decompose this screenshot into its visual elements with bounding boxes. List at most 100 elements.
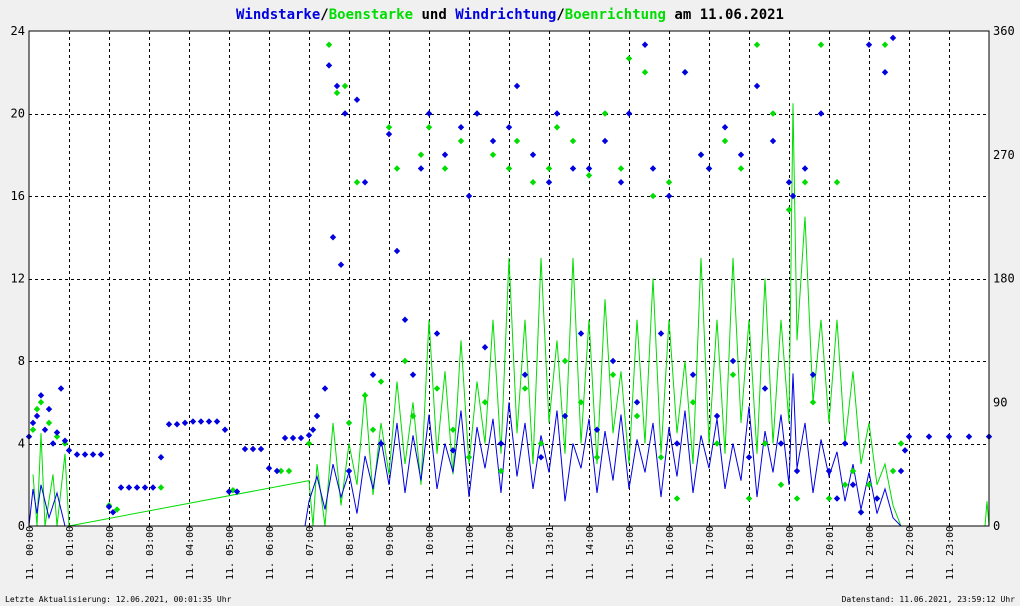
x-tick-label: 11. 13:01 [545,526,556,580]
wind-direction-point [49,440,57,447]
title-windrichtung: Windrichtung [455,7,556,23]
wind-direction-point [417,165,425,172]
tick-labels: 11. 00:00 11. 01:00 11. 02:00 11. 03:00 11. … [11,24,1015,580]
wind-direction-point [361,179,369,186]
wind-direction-point [105,503,113,510]
y-left-tick-label: 0 [18,519,25,533]
wind-direction-point [117,484,125,491]
gust-direction-point [521,385,529,392]
wind-direction-point [721,124,729,131]
gust-direction-point [801,179,809,186]
wind-direction-point [265,465,273,472]
wind-direction-point [897,467,905,475]
x-tick-label: 11. 03:00 [145,526,156,580]
wind-direction-point [641,41,649,48]
wind-direction-point [705,165,713,172]
x-tick-label: 11. 10:00 [425,526,436,580]
wind-direction-point [729,357,737,365]
wind-direction-point [141,484,149,491]
wind-direction-point [789,192,797,200]
wind-direction-point [197,418,205,425]
wind-direction-point [249,445,257,453]
wind-direction-point [213,418,221,425]
gust-direction-point [441,165,449,172]
wind-direction-point [865,41,873,48]
wind-direction-point [393,247,401,255]
wind-direction-point [189,418,197,425]
gust-direction-point [569,137,577,145]
gust-direction-point [465,454,473,461]
gust-direction-point [433,385,441,392]
wind-direction-point [537,454,545,461]
gust-direction-point [609,371,617,378]
gust-direction-point [545,165,553,172]
gust-direction-point [721,137,729,145]
wind-direction-point [689,371,697,378]
wind-direction-point [457,124,465,131]
wind-direction-point [777,440,785,447]
wind-direction-point [81,451,89,458]
wind-direction-point [569,165,577,172]
x-tick-label: 11. 21:00 [865,526,876,580]
wind-direction-point [633,399,641,406]
wind-direction-point [401,316,409,323]
wind-direction-point [37,392,45,399]
gust-direction-point [449,426,457,433]
wind-direction-point [881,69,889,76]
wind-direction-point [321,385,329,392]
wind-direction-point [825,467,833,475]
wind-direction-point [785,179,793,186]
x-tick-label: 11. 12:00 [505,526,516,580]
gust-direction-point [345,419,353,427]
wind-direction-point [761,385,769,392]
gust-direction-point [897,440,905,447]
gust-direction-point [745,495,753,502]
wind-direction-point [329,234,337,241]
wind-direction-point [205,418,213,425]
gust-direction-point [849,467,857,475]
wind-direction-point [33,412,41,420]
gust-direction-point [401,357,409,365]
y-left-tick-label: 12 [11,272,25,286]
gust-direction-point [417,151,425,158]
gust-direction-point [157,484,165,491]
y-right-tick-label: 90 [993,395,1007,409]
y-right-tick-label: 360 [993,24,1015,38]
wind-direction-point [425,110,433,117]
gust-direction-point [649,192,657,200]
wind-direction-point [345,467,353,475]
chart-title: Windstarke/Boenstarke und Windrichtung/B… [236,7,784,23]
wind-direction-point [553,110,561,117]
gust-direction-point [633,412,641,420]
wind-direction-point [753,82,761,90]
gust-direction-point [641,69,649,76]
y-left-tick-label: 4 [18,437,25,451]
gust-direction-point [393,165,401,172]
gust-direction-point [753,41,761,48]
x-tick-label: 11. 22:00 [905,526,916,580]
wind-direction-point [601,137,609,145]
gust-direction-point [113,506,121,513]
gust-direction-point [277,467,285,475]
wind-direction-point [505,124,513,131]
gust-direction-point [377,378,385,385]
gust-direction-point [809,399,817,406]
gust-direction-point [841,481,849,488]
title-boenstaerke: Boenstarke [329,7,413,23]
gust-direction-point [561,357,569,365]
wind-direction-point [545,179,553,186]
gust-speed-line [32,103,990,527]
gust-direction-point [537,440,545,447]
wind-direction-point [225,488,233,495]
wind-direction-point [801,165,809,172]
gust-direction-point [341,82,349,90]
wind-direction-point [41,426,49,433]
wind-direction-point [849,481,857,488]
gust-speed-series [32,103,990,527]
wind-direction-point [965,433,973,440]
x-tick-label: 11. 18:00 [745,526,756,580]
gust-direction-point [457,137,465,145]
wind-direction-point [433,330,441,337]
footer-data-status: Datenstand: 11.06.2021, 23:59:12 Uhr [842,595,1016,604]
wind-direction-point [297,434,305,442]
